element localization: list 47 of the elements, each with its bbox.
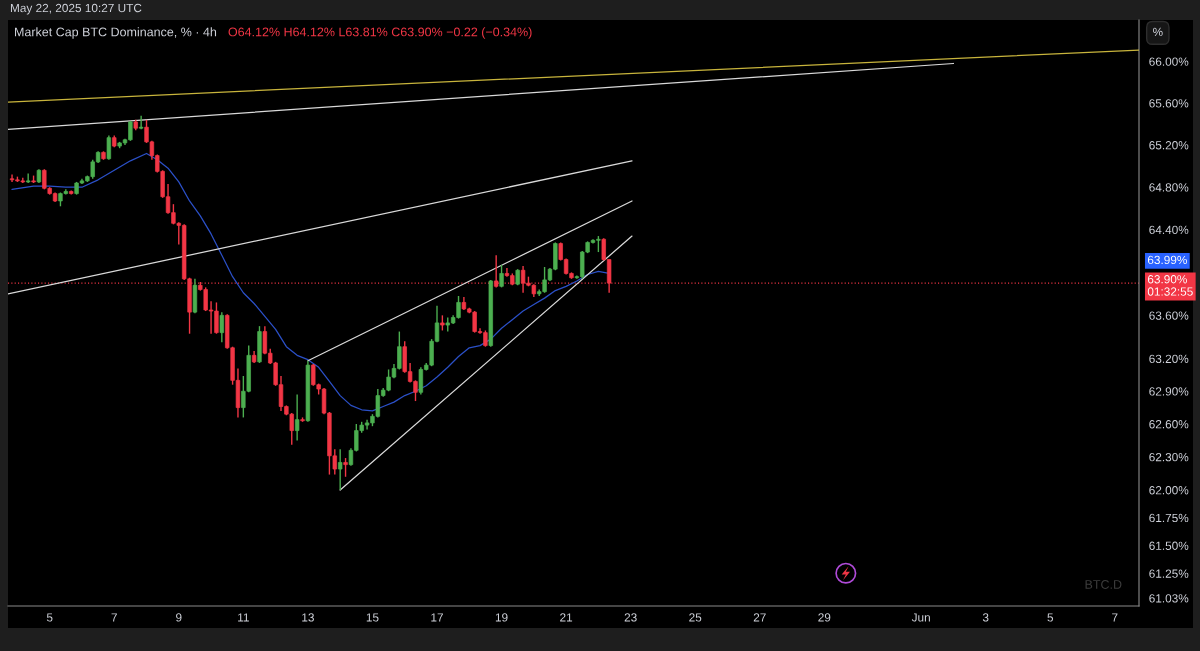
y-tick-label: 64.40%: [1149, 225, 1189, 235]
x-tick-label: 29: [818, 613, 831, 622]
y-tick-label: 62.60%: [1149, 420, 1189, 429]
x-tick-label: 9: [176, 613, 182, 622]
y-tick-label: 63.60%: [1149, 311, 1189, 320]
text: 63.99%: [1147, 255, 1187, 265]
text: Market Cap BTC Dominance, % · 4h: [15, 27, 217, 39]
x-tick-label: 5: [1047, 613, 1054, 622]
x-tick-label: 27: [753, 613, 766, 622]
candlestick: [106, 134, 112, 161]
text: O64.12% H64.12% L63.81% C63.90% −0.22 (−0.34%): [228, 27, 532, 39]
x-tick-label: 25: [689, 613, 702, 622]
x-tick-label: 7: [1112, 613, 1118, 622]
x-tick-label: 19: [495, 613, 508, 622]
y-tick-label: 64.80%: [1149, 183, 1189, 192]
candlestick: [25, 172, 31, 184]
y-tick-label: 63.20%: [1149, 354, 1189, 363]
x-tick-label: Jun: [911, 613, 930, 622]
y-tick-label: 61.75%: [1149, 513, 1189, 523]
text: May 22, 2025 10:27 UTC: [10, 3, 142, 15]
x-tick-label: 13: [302, 613, 314, 622]
candlestick: [219, 311, 225, 344]
x-tick-label: 23: [624, 613, 637, 622]
y-tick-label: 66.00%: [1149, 57, 1189, 66]
x-tick-label: 15: [366, 613, 379, 622]
y-tick-label: 62.90%: [1149, 387, 1189, 396]
x-tick-label: 7: [111, 613, 117, 622]
x-tick-label: 5: [46, 613, 53, 622]
y-tick-label: 65.20%: [1149, 141, 1189, 150]
candlestick: [138, 114, 144, 130]
ref-line-label: 63.90% 01:32:55: [1147, 275, 1193, 296]
y-tick-label: 62.00%: [1149, 486, 1189, 495]
annotation: BTC.D: [1085, 580, 1122, 589]
x-tick-label: 3: [982, 613, 989, 622]
y-axis-title: %: [1152, 27, 1163, 37]
line-series: [11, 152, 610, 412]
candlestick: [343, 457, 348, 478]
x-tick-label: 11: [238, 613, 249, 622]
y-tick-label: 61.03%: [1149, 594, 1189, 603]
y-tick-label: 61.25%: [1149, 569, 1189, 578]
y-tick-label: 62.30%: [1149, 452, 1189, 462]
x-tick-label: 17: [431, 613, 443, 622]
y-tick-label: 65.60%: [1149, 99, 1189, 108]
candlestick: [294, 393, 300, 442]
y-tick-label: 61.50%: [1149, 541, 1189, 550]
x-tick-label: 21: [560, 613, 573, 622]
candlestick: [337, 448, 343, 491]
